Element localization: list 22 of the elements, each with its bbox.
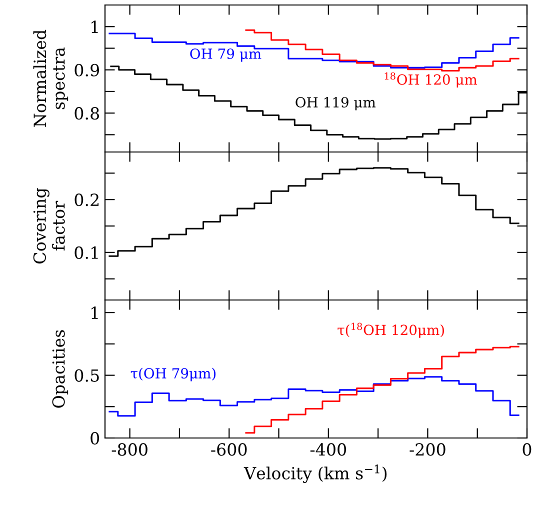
y-axis-title: Opacities — [52, 330, 68, 408]
y-tick-label: 0.2 — [74, 194, 99, 206]
y-tick-label: 1 — [92, 306, 98, 319]
y-tick-label: 0 — [90, 432, 100, 445]
x-axis-title: Velocity (km s$^{−1}$) — [244, 464, 387, 483]
series-label: τ(OH 79μm) — [130, 368, 216, 382]
series-label: τ($^{18}$OH 120μm) — [338, 322, 444, 338]
x-tick-label: -400 — [310, 443, 346, 456]
series-label: OH 79 μm — [190, 48, 262, 62]
y-axis-title: Covering factor — [33, 188, 65, 264]
y-tick-label: 0.9 — [74, 64, 100, 76]
y-tick-label: 0.8 — [74, 107, 100, 120]
x-tick-label: -800 — [112, 443, 148, 456]
y-tick-label: 0.5 — [74, 369, 99, 382]
series-label: OH 119 μm — [296, 97, 376, 110]
y-tick-label: 0.1 — [74, 246, 98, 259]
y-tick-label: 1 — [92, 20, 98, 33]
x-tick-label: 0 — [522, 443, 532, 456]
series-label: $^{18}$OH 120 μm — [384, 72, 478, 88]
x-tick-label: -200 — [410, 443, 446, 456]
y-axis-title: Normalized spectra — [33, 30, 68, 127]
x-tick-label: -600 — [211, 443, 247, 456]
